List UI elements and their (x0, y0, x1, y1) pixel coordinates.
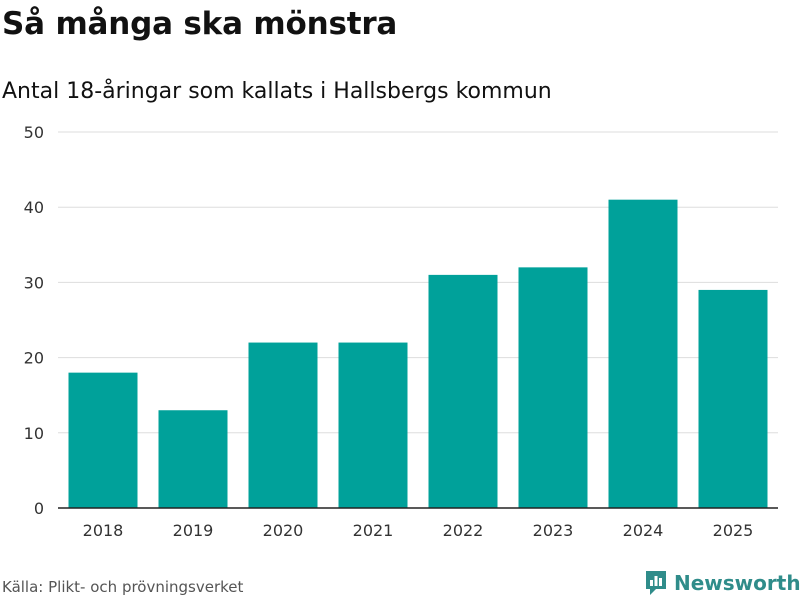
bar-2020 (248, 342, 318, 508)
bar-2019 (158, 410, 228, 508)
x-tick-label: 2020 (263, 521, 304, 540)
x-tick-label: 2021 (353, 521, 394, 540)
y-tick-label: 50 (24, 123, 44, 142)
y-tick-label: 0 (34, 499, 44, 518)
bar-2022 (428, 274, 498, 508)
brand-logo: Newsworthy (644, 569, 800, 597)
x-tick-label: 2023 (533, 521, 574, 540)
y-tick-label: 40 (24, 198, 44, 217)
x-tick-label: 2018 (83, 521, 124, 540)
chart-subtitle: Antal 18-åringar som kallats i Hallsberg… (2, 79, 552, 104)
bar-2018 (68, 372, 138, 508)
bar-2025 (698, 289, 768, 508)
bar-2021 (338, 342, 408, 508)
x-tick-label: 2022 (443, 521, 484, 540)
source-note: Källa: Plikt- och prövningsverket (2, 578, 244, 596)
bar-2023 (518, 267, 588, 508)
bar-2024 (608, 199, 678, 508)
newsworthy-logo-icon (646, 571, 666, 595)
chart-title: Så många ska mönstra (2, 6, 398, 42)
y-tick-label: 10 (24, 424, 44, 443)
x-tick-label: 2025 (713, 521, 754, 540)
y-tick-label: 20 (24, 349, 44, 368)
y-tick-label: 30 (24, 273, 44, 292)
x-tick-label: 2024 (623, 521, 664, 540)
x-tick-label: 2019 (173, 521, 214, 540)
brand-name: Newsworthy (674, 571, 800, 595)
